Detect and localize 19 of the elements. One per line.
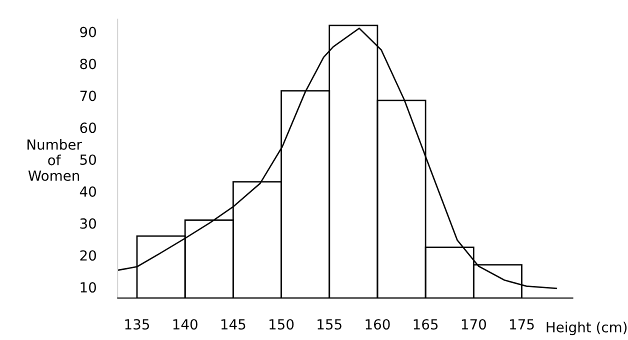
y-tick-label: 50 (80, 154, 96, 165)
y-tick-label: 40 (80, 186, 96, 197)
y-tick-label: 30 (80, 218, 96, 229)
x-tick-label: 155 (318, 319, 342, 330)
x-tick-label: 165 (414, 319, 438, 330)
y-tick-label: 60 (80, 122, 96, 134)
x-tick-label: 140 (173, 319, 198, 330)
x-axis-title: Height (cm) (546, 322, 627, 336)
x-tick-label: 160 (366, 319, 390, 330)
y-tick-label: 70 (80, 90, 96, 102)
y-tick-label: 80 (80, 58, 96, 70)
y-tick-label: 10 (80, 282, 96, 293)
x-tick-label: 175 (510, 319, 534, 330)
y-tick-label: 20 (80, 250, 96, 261)
x-tick-label: 170 (462, 319, 486, 330)
y-tick-label: 90 (80, 26, 96, 38)
x-tick-label: 135 (125, 319, 150, 330)
x-tick-label: 145 (221, 319, 246, 330)
x-tick-label: 150 (270, 319, 294, 330)
